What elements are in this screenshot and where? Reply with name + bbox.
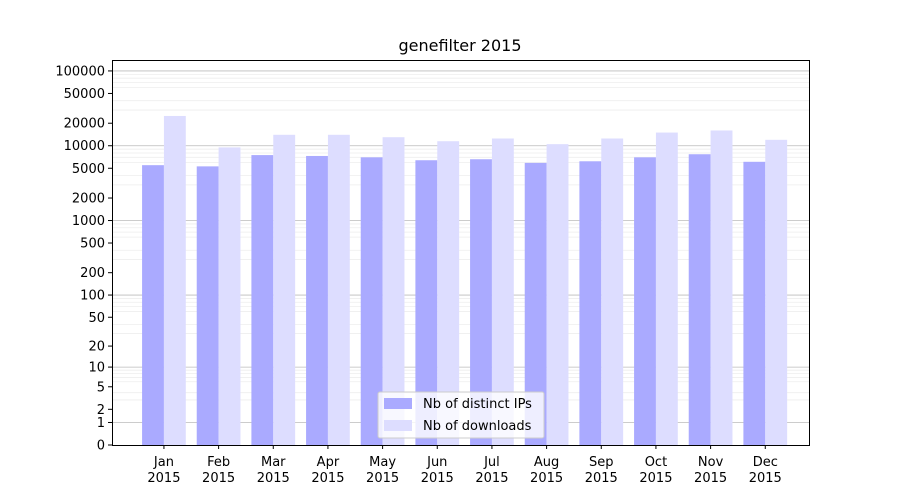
bar-downloads-nov (710, 130, 733, 446)
x-tick-label-year: 2015 (585, 471, 618, 486)
bars (142, 115, 788, 446)
bar-downloads-may (382, 137, 405, 446)
bar-downloads-apr (327, 134, 350, 445)
x-tick-label-month: Nov (698, 455, 724, 470)
legend-label-downloads: Nb of downloads (423, 419, 532, 434)
y-tick-label: 10000 (64, 139, 105, 154)
bar-distinct-ips-may (360, 157, 383, 445)
x-tick-label-month: Jan (153, 455, 174, 470)
x-tick-label-year: 2015 (147, 471, 180, 486)
legend-swatch-downloads (384, 420, 412, 431)
plot-frame (112, 60, 810, 446)
y-tick-label: 50000 (64, 87, 105, 102)
chart-title: genefilter 2015 (398, 36, 521, 55)
bar-distinct-ips-dec (743, 161, 766, 445)
bar-downloads-jun (437, 141, 460, 446)
x-tick-label-month: Feb (207, 455, 230, 470)
y-tick-label: 200 (80, 266, 105, 281)
y-tick-label: 100 (80, 289, 105, 304)
y-tick-label: 500 (80, 237, 105, 252)
y-tick-label: 10 (88, 361, 105, 376)
x-axis: Jan2015Feb2015Mar2015Apr2015May2015Jun20… (147, 445, 782, 486)
bar-downloads-jan (163, 115, 186, 446)
x-tick-label-month: Dec (753, 455, 778, 470)
bar-distinct-ips-oct (634, 157, 656, 445)
y-tick-label: 50 (88, 311, 105, 326)
y-tick-label: 1 (97, 416, 105, 431)
y-tick-label: 2000 (72, 192, 105, 207)
x-tick-label-month: May (369, 455, 396, 470)
legend-swatch-distinct-ips (384, 398, 412, 409)
y-tick-label: 5 (97, 380, 105, 395)
bar-downloads-dec (765, 139, 788, 446)
y-tick-label: 5000 (72, 162, 105, 177)
legend-label-distinct-ips: Nb of distinct IPs (423, 397, 532, 412)
y-tick-label: 0 (97, 439, 105, 454)
x-tick-label-month: Apr (317, 455, 340, 470)
x-tick-label-year: 2015 (311, 471, 344, 486)
y-tick-label: 100000 (55, 64, 105, 79)
bar-distinct-ips-jun (415, 160, 438, 445)
x-tick-label-month: Mar (261, 455, 286, 470)
bar-distinct-ips-feb (196, 166, 219, 446)
y-axis: 0 12 5 10 20 50 100 200 500 1000 2000 5000 10000 2000… (55, 64, 112, 454)
bar-distinct-ips-apr (306, 155, 328, 445)
bar-downloads-feb (218, 147, 241, 445)
bar-distinct-ips-sep (579, 161, 602, 446)
y-tick-label: 20 (88, 340, 105, 355)
bar-distinct-ips-aug (524, 162, 547, 445)
x-tick-label-year: 2015 (421, 471, 454, 486)
x-tick-label-month: Jun (426, 455, 447, 470)
x-tick-label-month: Oct (645, 455, 667, 470)
bar-distinct-ips-nov (688, 154, 711, 445)
legend: Nb of distinct IPs Nb of downloads (377, 391, 545, 439)
bar-distinct-ips-jan (142, 165, 164, 445)
x-tick-label-year: 2015 (202, 471, 235, 486)
x-tick-label-year: 2015 (639, 471, 672, 486)
bar-downloads-oct (655, 132, 678, 446)
legend-box (377, 391, 545, 439)
y-tick-label: 20000 (64, 117, 105, 132)
bar-downloads-aug (546, 144, 569, 446)
y-tick-label: 1000 (72, 214, 105, 229)
y-tick-label: 2 (97, 403, 105, 418)
x-tick-label-year: 2015 (366, 471, 399, 486)
bar-distinct-ips-mar (251, 155, 274, 445)
x-tick-label-year: 2015 (257, 471, 290, 486)
x-tick-label-year: 2015 (694, 471, 727, 486)
bar-distinct-ips-jul (470, 159, 492, 445)
x-tick-label-month: Sep (589, 455, 614, 470)
x-tick-label-year: 2015 (749, 471, 782, 486)
bar-downloads-mar (273, 134, 296, 445)
bar-downloads-sep (601, 138, 624, 445)
x-tick-label-year: 2015 (475, 471, 508, 486)
bar-downloads-jul (491, 138, 514, 445)
x-tick-label-month: Aug (534, 455, 559, 470)
x-tick-label-month: Jul (483, 455, 500, 470)
x-tick-label-year: 2015 (530, 471, 563, 486)
